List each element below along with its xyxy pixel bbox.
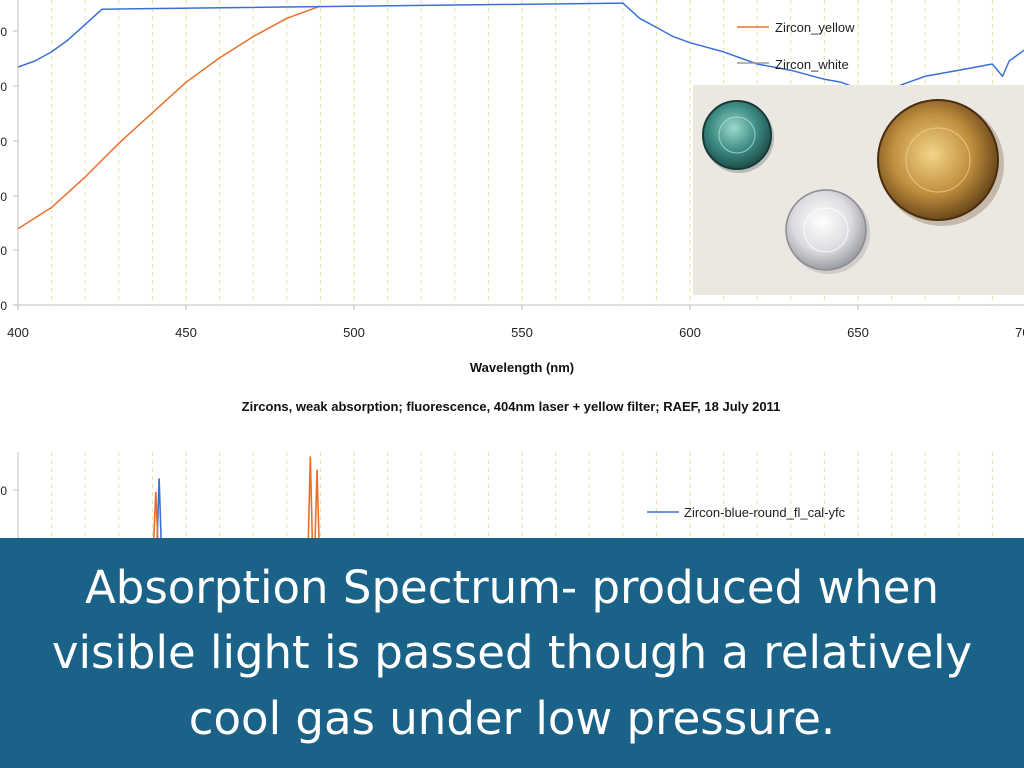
chart1-x-ticks: 40045050055060065070075080085090095010 [7,305,1024,340]
chart1-series [18,2,1024,230]
series-blue-absorption [18,2,1024,120]
caption-banner: Absorption Spectrum- produced when visib… [0,538,1024,768]
chart2-y-tick-label: 0 [0,484,7,498]
chart1-x-tick-label: 400 [7,325,29,340]
series-orange-peak [307,456,314,541]
chart1-y-tick-label: 0 [0,190,7,204]
brown-gem [877,99,999,221]
teal-gem [702,100,772,170]
chart1-x-tick-label: 650 [847,325,869,340]
legend-label-zircon-yellow: Zircon_yellow [775,20,855,35]
chart1-x-tick-label: 500 [343,325,365,340]
zircon-gemstones-photo [693,85,1024,295]
clear-gem-facet [803,207,849,253]
chart1-x-tick-label: 700 [1015,325,1024,340]
brown-gem-facet [905,127,971,193]
chart1-x-tick-label: 600 [679,325,701,340]
chart1-x-tick-label: 550 [511,325,533,340]
chart2-legend: Zircon-blue-round_fl_cal-yfc [647,505,846,520]
chart1-x-tick-label: 450 [175,325,197,340]
chart2-series [152,456,320,541]
chart1-y-tick-label: 0 [0,80,7,94]
chart2-gridlines [51,452,993,540]
chart1-y-tick-label: 0 [0,25,7,39]
chart1-x-axis-label: Wavelength (nm) [470,360,574,375]
series-zircon-yellow [18,5,321,230]
chart1-y-tick-label: 0 [0,299,7,313]
legend-label-zircon-white: Zircon_white [775,57,849,72]
clear-gem [785,189,867,271]
chart1-y-ticks: 0 0 0 0 0 0 [0,25,18,313]
legend-label-zircon-blue-round: Zircon-blue-round_fl_cal-yfc [684,505,846,520]
series-orange-peak [314,469,320,541]
chart1-y-tick-label: 0 [0,244,7,258]
chart1-y-tick-label: 0 [0,135,7,149]
caption-text: Absorption Spectrum- produced when visib… [51,561,973,745]
chart2-title: Zircons, weak absorption; fluorescence, … [242,399,781,414]
chart1-legend: Zircon_yellow Zircon_white [737,20,855,72]
series-orange-peak [152,491,159,541]
series-zircon-blue-round-peak [156,478,162,541]
teal-gem-facet [718,116,756,154]
fluorescence-chart: Zircons, weak absorption; fluorescence, … [0,399,993,541]
